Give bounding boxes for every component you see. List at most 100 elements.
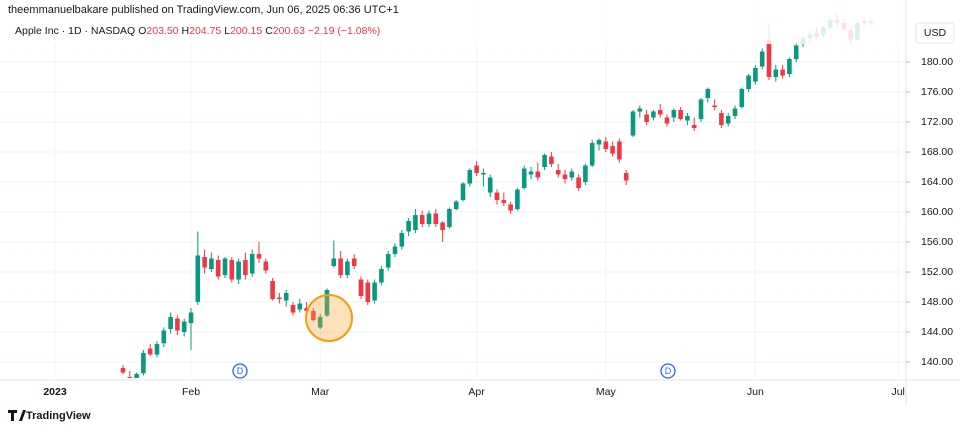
candle-body [215, 260, 221, 277]
x-tick-label: Feb [182, 386, 200, 398]
y-tick-label: 144.00 [921, 326, 953, 338]
candle-body [256, 254, 262, 259]
candle-body [460, 183, 466, 201]
candle-body [440, 222, 445, 231]
change: −2.19 (−1.08%) [308, 25, 380, 37]
candle-body [202, 257, 207, 268]
candle-body [637, 108, 643, 112]
currency: USD [924, 27, 947, 39]
x-tick-label: 2023 [43, 386, 67, 398]
ohlc-label: O [138, 25, 146, 37]
candle-body [678, 110, 683, 120]
candle-body [168, 317, 173, 330]
candle-body [481, 173, 486, 175]
ohlc-value: 200.15 [230, 25, 262, 37]
candle-body [141, 353, 146, 374]
candle-body [542, 155, 547, 168]
highlight-circle [305, 294, 353, 342]
candle-body [712, 105, 717, 108]
candle-body [780, 69, 785, 76]
x-tick-label: May [596, 386, 617, 398]
x-tick-label: Jun [747, 386, 764, 398]
ohlc-label: L [224, 25, 230, 37]
candle-body [535, 171, 541, 178]
candle-body [651, 111, 656, 118]
candle-body [351, 258, 357, 267]
brand: TradingView [26, 410, 91, 422]
symbol: Apple Inc · 1D · NASDAQ [15, 25, 135, 37]
y-tick-label: 148.00 [921, 296, 953, 308]
event-marker [660, 363, 676, 379]
candle-body [664, 117, 670, 124]
candle-body [283, 293, 289, 301]
candle-body [787, 59, 792, 75]
candle-body [521, 168, 527, 189]
candle-body [385, 254, 391, 268]
candle-body [753, 68, 758, 82]
candle-body [508, 204, 513, 211]
candle-body [453, 201, 459, 210]
candle-body [685, 116, 690, 121]
x-tick-label: Mar [311, 386, 330, 398]
candle-body [759, 51, 765, 67]
candle-body [630, 111, 636, 136]
candle-body [317, 317, 323, 328]
candle-body [705, 89, 711, 99]
candle-body [249, 254, 255, 274]
candle-body [793, 45, 799, 60]
event-marker [232, 363, 248, 379]
candle-body [698, 99, 704, 120]
candle-body [555, 170, 561, 175]
candle-body [433, 213, 439, 225]
candle-body [617, 141, 622, 160]
candle-body [528, 171, 534, 175]
candle-body [229, 260, 235, 280]
y-tick-label: 168.00 [921, 146, 953, 158]
candle-body [134, 374, 139, 378]
candle-body [596, 140, 602, 145]
candle-body [610, 146, 615, 154]
candle-body [399, 233, 405, 247]
x-tick-label: Apr [468, 386, 485, 398]
candle-body [161, 330, 167, 344]
ohlc-label: H [182, 25, 190, 37]
symbol-legend: Apple Inc · 1D · NASDAQ O203.50 H204.75 L20… [15, 25, 380, 37]
candle-body [419, 215, 425, 225]
ohlc-label: C [265, 25, 273, 37]
event-label: D [237, 366, 244, 376]
event-label: D [665, 366, 672, 376]
brand-logo [8, 410, 26, 421]
x-tick-label: Jul [891, 386, 904, 398]
y-tick-label: 176.00 [921, 86, 953, 98]
candle-body [406, 221, 411, 232]
candle-body [549, 156, 554, 165]
candle-body [766, 39, 772, 78]
candle-body [175, 318, 180, 331]
candle-body [379, 269, 384, 283]
ohlc-value: 203.50 [146, 25, 178, 37]
candle-body [290, 305, 296, 313]
candle-body [583, 165, 588, 183]
ohlc-value: 204.75 [189, 25, 221, 37]
candle-body [297, 303, 303, 310]
candle-body [691, 125, 697, 129]
candle-body [515, 189, 520, 210]
candle-body [277, 297, 282, 300]
candle-body [270, 281, 275, 300]
y-tick-label: 160.00 [921, 206, 953, 218]
currency-box[interactable] [915, 22, 955, 44]
candle-body [576, 177, 581, 189]
candles [120, 14, 874, 378]
candle-body [671, 110, 677, 118]
candle-body [188, 312, 194, 324]
candle-body [345, 261, 350, 276]
candle-body [562, 174, 568, 180]
y-tick-label: 152.00 [921, 266, 953, 278]
candle-body [603, 141, 609, 150]
candle-body [773, 69, 779, 78]
candle-body [372, 282, 377, 301]
candle-body [447, 209, 452, 228]
candle-body [236, 261, 241, 280]
candle-body [195, 255, 201, 303]
candle-body [725, 116, 731, 124]
